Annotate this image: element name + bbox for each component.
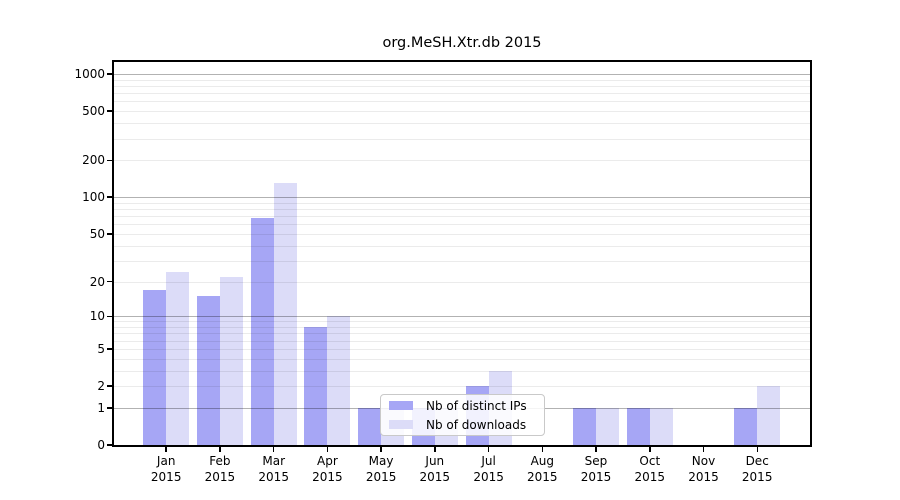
y-tick-50 xyxy=(107,233,112,235)
x-tick-label-aug: Aug 2015 xyxy=(527,454,558,484)
gridline-minor-30 xyxy=(114,260,810,262)
x-tick-label-dec: Dec 2015 xyxy=(741,454,773,484)
legend: Nb of distinct IPs Nb of downloads xyxy=(380,394,545,436)
bar-distinct-ips-apr xyxy=(304,327,328,445)
gridline-minor-600 xyxy=(114,101,810,103)
x-tick-jan xyxy=(165,447,167,452)
gridline-minor-400 xyxy=(114,123,810,125)
x-tick-oct xyxy=(649,447,651,452)
gridline-minor-300 xyxy=(114,138,810,140)
bar-downloads-sep xyxy=(596,407,619,445)
bar-distinct-ips-dec xyxy=(734,407,758,445)
legend-label-distinct-ips: Nb of distinct IPs xyxy=(426,398,527,413)
gridline-minor-700 xyxy=(114,93,810,95)
legend-swatch-downloads xyxy=(389,420,413,429)
y-tick-label-10: 10 xyxy=(89,309,105,324)
bar-downloads-oct xyxy=(649,407,673,445)
x-tick-label-sep: Sep 2015 xyxy=(580,454,612,484)
gridline-minor-60 xyxy=(114,224,810,226)
legend-label-downloads: Nb of downloads xyxy=(426,417,527,432)
bar-distinct-ips-may xyxy=(358,407,382,445)
bar-downloads-apr xyxy=(327,316,351,445)
legend-item-distinct-ips: Nb of distinct IPs xyxy=(389,399,536,413)
y-tick-0 xyxy=(107,444,112,446)
bar-downloads-jan xyxy=(166,272,190,445)
x-tick-apr xyxy=(326,447,329,452)
x-tick-label-jun: Jun 2015 xyxy=(419,454,451,484)
x-tick-jul xyxy=(487,447,490,452)
bar-distinct-ips-sep xyxy=(573,407,596,445)
y-tick-label-500: 500 xyxy=(82,104,105,119)
plot-area: Nb of distinct IPs Nb of downloads xyxy=(112,60,812,447)
y-tick-2 xyxy=(107,385,112,387)
y-tick-100 xyxy=(107,196,112,198)
bar-downloads-mar xyxy=(273,183,297,445)
x-tick-label-feb: Feb 2015 xyxy=(204,454,236,484)
bar-downloads-dec xyxy=(757,386,781,445)
y-tick-20 xyxy=(107,280,112,283)
bar-distinct-ips-feb xyxy=(196,296,220,445)
y-tick-500 xyxy=(107,110,112,112)
y-tick-label-50: 50 xyxy=(89,226,105,241)
x-tick-mar xyxy=(272,447,275,452)
x-tick-label-mar: Mar 2015 xyxy=(258,454,289,484)
x-tick-label-apr: Apr 2015 xyxy=(312,454,343,484)
x-tick-label-jul: Jul 2015 xyxy=(473,454,504,484)
x-tick-sep xyxy=(595,447,597,452)
bar-distinct-ips-oct xyxy=(626,407,650,445)
bar-downloads-feb xyxy=(219,276,243,445)
gridline-minor-90 xyxy=(114,202,810,204)
gridline-minor-500 xyxy=(114,111,810,113)
gridline-minor-7 xyxy=(114,333,810,335)
gridline-minor-4 xyxy=(114,358,810,360)
x-tick-feb xyxy=(219,447,221,452)
gridline-major-1000 xyxy=(114,74,810,75)
gridline-minor-9 xyxy=(114,321,810,323)
chart-title: org.MeSH.Xtr.db 2015 xyxy=(382,35,542,51)
gridline-minor-6 xyxy=(114,340,810,342)
x-tick-aug xyxy=(541,447,544,452)
y-tick-label-5: 5 xyxy=(97,341,105,356)
legend-swatch-distinct-ips xyxy=(389,401,413,410)
y-tick-200 xyxy=(107,159,112,161)
y-tick-1 xyxy=(107,407,112,409)
gridline-minor-5 xyxy=(114,348,810,350)
x-tick-may xyxy=(380,447,382,452)
y-tick-label-200: 200 xyxy=(82,153,105,168)
x-tick-label-oct: Oct 2015 xyxy=(634,454,666,484)
gridline-minor-70 xyxy=(114,216,810,218)
grid-layer xyxy=(114,62,810,445)
gridline-minor-900 xyxy=(114,79,810,81)
x-tick-label-may: May 2015 xyxy=(365,454,397,484)
bar-distinct-ips-jan xyxy=(143,289,167,445)
gridline-minor-3 xyxy=(114,370,810,372)
x-tick-nov xyxy=(702,447,705,452)
x-tick-jun xyxy=(434,447,436,452)
legend-item-downloads: Nb of downloads xyxy=(389,418,536,432)
gridline-minor-20 xyxy=(114,281,810,283)
x-tick-dec xyxy=(756,447,758,452)
y-tick-5 xyxy=(107,348,112,350)
y-tick-1000 xyxy=(107,73,112,75)
gridline-minor-50 xyxy=(114,233,810,235)
y-tick-label-2: 2 xyxy=(97,379,105,393)
y-tick-label-1000: 1000 xyxy=(74,67,105,81)
x-tick-label-nov: Nov 2015 xyxy=(688,454,719,484)
x-tick-label-jan: Jan 2015 xyxy=(150,454,182,484)
gridline-major-100 xyxy=(114,197,810,199)
gridline-minor-8 xyxy=(114,327,810,328)
gridline-major-10 xyxy=(114,316,810,318)
gridline-minor-2 xyxy=(114,386,810,387)
y-tick-label-1: 1 xyxy=(97,400,105,415)
gridline-minor-80 xyxy=(114,209,810,210)
y-tick-label-100: 100 xyxy=(82,190,105,205)
y-tick-label-0: 0 xyxy=(97,438,105,452)
gridline-minor-40 xyxy=(114,245,810,247)
bar-distinct-ips-mar xyxy=(250,218,274,445)
y-tick-label-20: 20 xyxy=(89,274,105,289)
y-tick-10 xyxy=(107,315,112,317)
gridline-minor-200 xyxy=(114,160,810,162)
gridline-minor-800 xyxy=(114,86,810,87)
